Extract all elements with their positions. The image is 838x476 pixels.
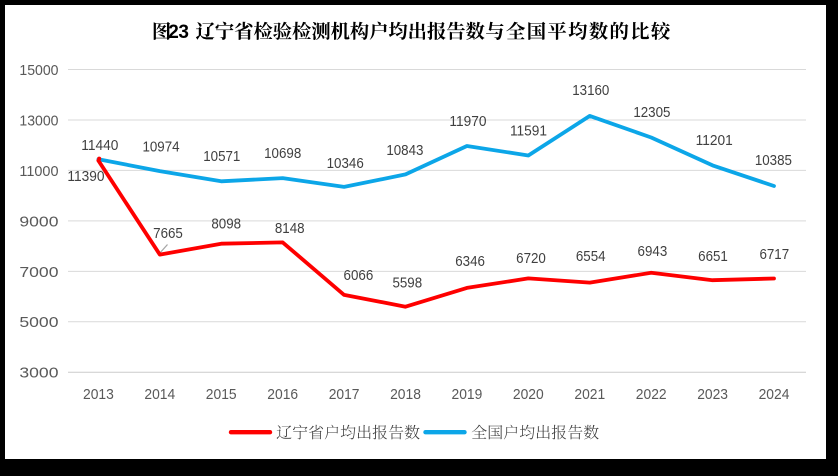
svg-text:6717: 6717 bbox=[759, 247, 789, 263]
svg-text:6346: 6346 bbox=[455, 254, 485, 270]
svg-text:13160: 13160 bbox=[572, 83, 609, 99]
svg-text:2020: 2020 bbox=[513, 386, 544, 403]
svg-text:8098: 8098 bbox=[211, 217, 241, 233]
svg-text:2014: 2014 bbox=[144, 386, 175, 403]
svg-text:8148: 8148 bbox=[275, 221, 305, 237]
svg-text:5000: 5000 bbox=[19, 314, 58, 331]
svg-text:2022: 2022 bbox=[636, 386, 667, 403]
svg-text:11390: 11390 bbox=[67, 169, 104, 185]
svg-text:2018: 2018 bbox=[390, 386, 421, 403]
svg-text:6720: 6720 bbox=[516, 251, 546, 267]
svg-text:2015: 2015 bbox=[206, 386, 237, 403]
svg-text:6554: 6554 bbox=[576, 249, 606, 265]
svg-text:2021: 2021 bbox=[574, 386, 605, 403]
svg-text:6066: 6066 bbox=[344, 268, 374, 284]
svg-text:11000: 11000 bbox=[19, 163, 58, 180]
svg-text:23: 23 bbox=[168, 22, 188, 43]
svg-text:15000: 15000 bbox=[19, 62, 58, 79]
svg-text:6943: 6943 bbox=[638, 244, 668, 260]
svg-text:2023: 2023 bbox=[697, 386, 728, 403]
svg-text:2024: 2024 bbox=[759, 386, 790, 403]
svg-text:5598: 5598 bbox=[392, 276, 422, 292]
svg-text:2017: 2017 bbox=[329, 386, 360, 403]
svg-text:2016: 2016 bbox=[267, 386, 298, 403]
svg-text:10974: 10974 bbox=[142, 140, 179, 156]
svg-text:3000: 3000 bbox=[19, 365, 58, 382]
svg-text:10385: 10385 bbox=[755, 153, 792, 169]
svg-text:11970: 11970 bbox=[449, 114, 486, 130]
svg-text:2013: 2013 bbox=[83, 386, 114, 403]
svg-text:10698: 10698 bbox=[264, 146, 301, 162]
svg-text:10843: 10843 bbox=[386, 143, 423, 159]
svg-text:7665: 7665 bbox=[153, 226, 183, 242]
svg-text:11440: 11440 bbox=[81, 138, 118, 154]
svg-text:6651: 6651 bbox=[698, 249, 728, 265]
svg-text:10346: 10346 bbox=[327, 156, 364, 172]
svg-text:13000: 13000 bbox=[19, 112, 58, 129]
svg-text:9000: 9000 bbox=[19, 213, 58, 230]
svg-text:7000: 7000 bbox=[19, 264, 58, 281]
svg-text:11591: 11591 bbox=[510, 124, 547, 140]
svg-text:10571: 10571 bbox=[203, 149, 240, 165]
svg-text:12305: 12305 bbox=[633, 105, 670, 121]
svg-text:11201: 11201 bbox=[696, 133, 733, 149]
svg-text:2019: 2019 bbox=[452, 386, 483, 403]
